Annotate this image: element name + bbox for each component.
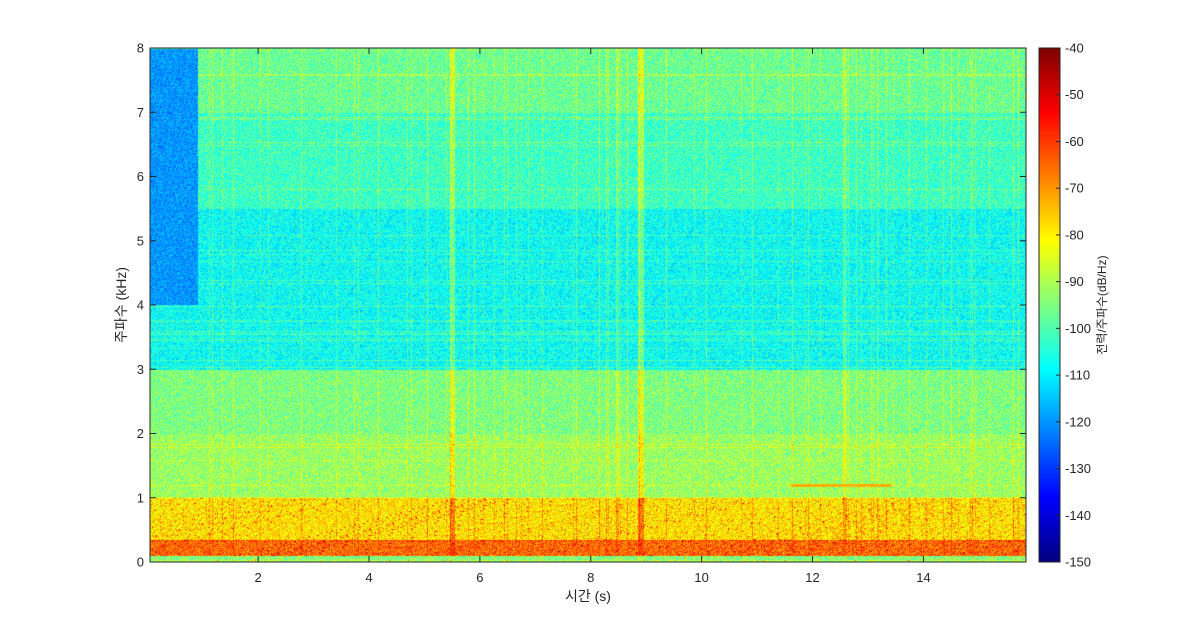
colorbar-label: 전력/주파수(dB/Hz) [1095,255,1109,354]
x-tick-label: 6 [476,570,483,585]
y-tick-label: 1 [137,490,144,505]
y-tick-label: 8 [137,41,144,56]
y-tick-label: 5 [137,233,144,248]
colorbar-tick-label: -70 [1065,181,1084,196]
y-axis-ticks: 0 1 2 3 4 5 6 7 8 [137,41,1026,570]
colorbar-tick-label: -110 [1065,368,1090,383]
colorbar-tick-label: -140 [1065,508,1091,523]
spectrogram-image [150,48,1026,562]
y-tick-label: 2 [137,426,144,441]
x-tick-label: 10 [694,570,708,585]
colorbar-tick-label: -90 [1065,274,1084,289]
colorbar-tick-label: -50 [1065,87,1084,102]
colorbar-tick-label: -120 [1065,414,1091,429]
x-tick-label: 8 [587,570,594,585]
colorbar-tick-label: -80 [1065,227,1084,242]
colorbar-tick-label: -40 [1065,41,1084,56]
colorbar-tick-label: -150 [1065,555,1091,570]
colorbar-ticks: -40 -50 -60 -70 -80 -90 -100 -110 -120 -130 -140 -1… [1056,41,1091,570]
x-axis-label: 시간 (s) [565,588,611,604]
y-axis-label: 주파수 (kHz) [113,267,129,343]
colorbar-tick-label: -100 [1065,321,1091,336]
y-tick-label: 3 [137,362,144,377]
x-tick-label: 2 [254,570,261,585]
x-tick-label: 14 [916,570,930,585]
y-tick-label: 4 [137,298,144,313]
plot-border [149,47,1027,563]
colorbar-image [1039,48,1060,562]
colorbar-border [1038,47,1061,563]
y-tick-label: 0 [137,555,144,570]
x-tick-label: 12 [805,570,819,585]
x-axis-ticks: 2 4 6 8 10 12 14 [254,48,931,585]
y-tick-label: 6 [137,169,144,184]
plot-frame [149,47,1061,563]
colorbar-tick-label: -60 [1065,134,1084,149]
x-tick-label: 4 [365,570,372,585]
colorbar-tick-label: -130 [1065,461,1091,476]
y-tick-label: 7 [137,105,144,120]
